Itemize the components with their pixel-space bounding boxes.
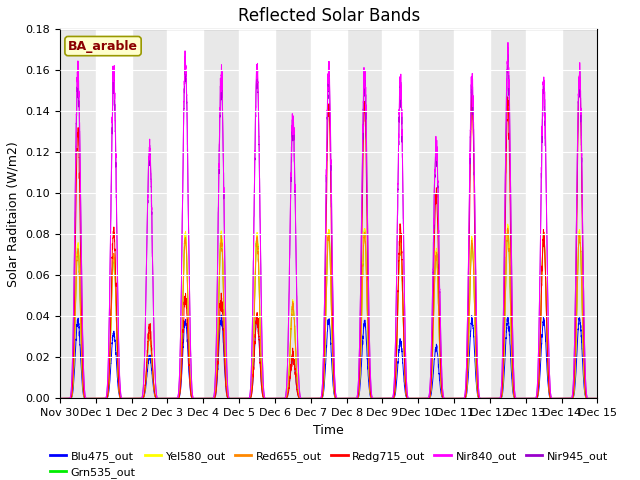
Red655_out	[449, 396, 457, 401]
Red655_out	[479, 396, 487, 401]
Line: Redg715_out: Redg715_out	[60, 75, 597, 398]
Bar	[526, 29, 562, 398]
Blu475_out	[593, 396, 601, 401]
Grn535_out	[479, 396, 487, 401]
Redg715_out	[593, 396, 601, 401]
Redg715_out	[308, 396, 316, 401]
Grn535_out	[308, 396, 316, 401]
Blu475_out	[56, 396, 64, 401]
Grn535_out	[593, 396, 601, 401]
Yel580_out	[153, 396, 161, 401]
Nir945_out	[504, 48, 512, 53]
Blu475_out	[449, 396, 457, 401]
Line: Nir840_out: Nir840_out	[60, 42, 597, 398]
Yel580_out	[504, 221, 511, 227]
Line: Yel580_out: Yel580_out	[60, 224, 597, 398]
Red655_out	[504, 225, 511, 231]
Nir945_out	[479, 396, 487, 401]
Nir945_out	[419, 396, 427, 401]
Nir945_out	[449, 396, 457, 401]
Redg715_out	[153, 396, 161, 401]
Blu475_out	[218, 312, 225, 318]
Text: BA_arable: BA_arable	[68, 39, 138, 53]
Yel580_out	[593, 396, 601, 401]
Yel580_out	[593, 396, 601, 401]
Grn535_out	[504, 225, 511, 231]
Red655_out	[593, 396, 601, 401]
Bar	[311, 29, 347, 398]
Nir840_out	[449, 396, 457, 401]
Line: Grn535_out: Grn535_out	[60, 228, 597, 398]
Blu475_out	[419, 396, 427, 401]
Redg715_out	[479, 396, 487, 401]
Y-axis label: Solar Raditaion (W/m2): Solar Raditaion (W/m2)	[7, 141, 20, 287]
Grn535_out	[449, 396, 457, 401]
Line: Red655_out: Red655_out	[60, 228, 597, 398]
Grn535_out	[153, 396, 161, 401]
Bar	[454, 29, 490, 398]
Red655_out	[308, 396, 316, 401]
Nir945_out	[56, 396, 64, 401]
Title: Reflected Solar Bands: Reflected Solar Bands	[237, 7, 420, 25]
Nir945_out	[593, 396, 601, 401]
Yel580_out	[56, 396, 64, 401]
Legend: Blu475_out, Grn535_out, Yel580_out, Red655_out, Redg715_out, Nir840_out, Nir945_: Blu475_out, Grn535_out, Yel580_out, Red6…	[45, 446, 612, 480]
Red655_out	[153, 396, 161, 401]
Blu475_out	[480, 396, 488, 401]
Nir840_out	[56, 396, 64, 401]
Grn535_out	[56, 396, 64, 401]
Bar	[239, 29, 275, 398]
X-axis label: Time: Time	[314, 424, 344, 437]
Redg715_out	[56, 396, 64, 401]
Red655_out	[419, 396, 427, 401]
Nir840_out	[308, 396, 316, 401]
Blu475_out	[153, 396, 161, 401]
Bar	[168, 29, 204, 398]
Nir840_out	[153, 392, 161, 398]
Yel580_out	[419, 396, 427, 401]
Yel580_out	[308, 396, 316, 401]
Yel580_out	[449, 396, 457, 401]
Redg715_out	[575, 72, 583, 78]
Nir840_out	[419, 396, 427, 401]
Red655_out	[593, 396, 601, 401]
Nir840_out	[593, 396, 601, 401]
Red655_out	[56, 396, 64, 401]
Line: Nir945_out: Nir945_out	[60, 50, 597, 398]
Bar	[96, 29, 132, 398]
Blu475_out	[308, 396, 316, 401]
Yel580_out	[479, 396, 487, 401]
Nir840_out	[593, 396, 601, 401]
Nir840_out	[504, 39, 512, 45]
Line: Blu475_out: Blu475_out	[60, 315, 597, 398]
Redg715_out	[419, 396, 427, 401]
Nir945_out	[593, 396, 601, 401]
Bar	[383, 29, 419, 398]
Nir840_out	[479, 396, 487, 401]
Redg715_out	[593, 396, 601, 401]
Nir945_out	[308, 396, 316, 401]
Blu475_out	[593, 396, 601, 401]
Grn535_out	[593, 396, 601, 401]
Grn535_out	[419, 396, 427, 401]
Redg715_out	[449, 396, 457, 401]
Nir945_out	[153, 392, 161, 398]
